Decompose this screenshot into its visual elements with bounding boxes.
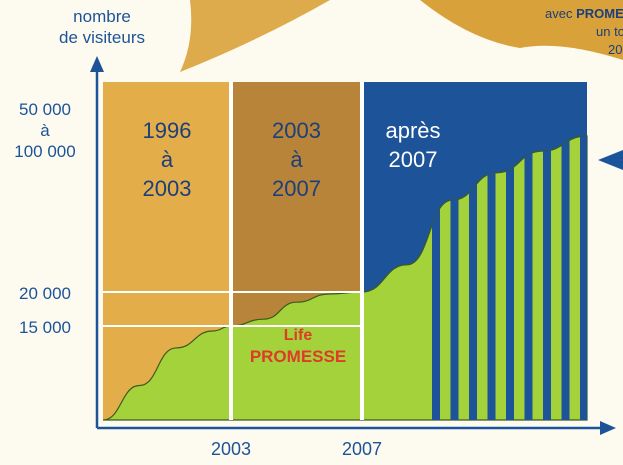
period-label-line: 2007 — [272, 176, 321, 201]
stripe-group — [432, 136, 587, 420]
y-axis-label-line: nombre — [73, 7, 131, 26]
area-layer — [102, 135, 588, 421]
callout-text-line: avec PROMESSE — [545, 6, 623, 21]
callout-text-line: un total — [596, 24, 623, 39]
stripe — [561, 136, 570, 420]
visitors-area — [102, 135, 588, 421]
stripe — [580, 136, 587, 420]
y-tick-label: 15 000 — [19, 318, 71, 337]
y-tick-label: 20 000 — [19, 284, 71, 303]
y-axis-label-line: de visiteurs — [59, 28, 145, 47]
callout-text-line: 20 — [608, 42, 622, 57]
axis-layer — [90, 56, 616, 435]
y-tick-label: à — [40, 121, 50, 140]
grid-layer — [103, 82, 364, 420]
annotation-line: Life — [284, 327, 313, 344]
x-tick-label: 2007 — [342, 439, 382, 459]
stripe — [469, 136, 477, 420]
annotation-line: PROMESSE — [250, 347, 346, 366]
y-tick-label: 50 000 — [19, 100, 71, 119]
stripe — [432, 136, 440, 420]
stripe — [487, 136, 496, 420]
period-label-line: à — [290, 147, 303, 172]
y-axis-arrow — [90, 56, 104, 72]
period-label-line: 2003 — [143, 176, 192, 201]
callout-pointer — [598, 150, 623, 170]
stripe — [524, 136, 533, 420]
stripe — [543, 136, 551, 420]
label-layer: avec PROMESSE un total 20 nombre de visiteur… — [14, 6, 623, 459]
period-label-line: 1996 — [143, 118, 192, 143]
stripe — [506, 136, 514, 420]
callout-shape — [420, 0, 623, 60]
x-tick-label: 2003 — [211, 439, 251, 459]
y-tick-label: 100 000 — [14, 142, 75, 161]
stripe — [450, 136, 459, 420]
period-label-line: à — [161, 147, 174, 172]
period-label-line: après — [385, 118, 440, 143]
x-axis-arrow — [600, 421, 616, 435]
period-label-line: 2007 — [389, 147, 438, 172]
callout-swoosh-left — [180, 0, 330, 72]
period-label-line: 2003 — [272, 118, 321, 143]
